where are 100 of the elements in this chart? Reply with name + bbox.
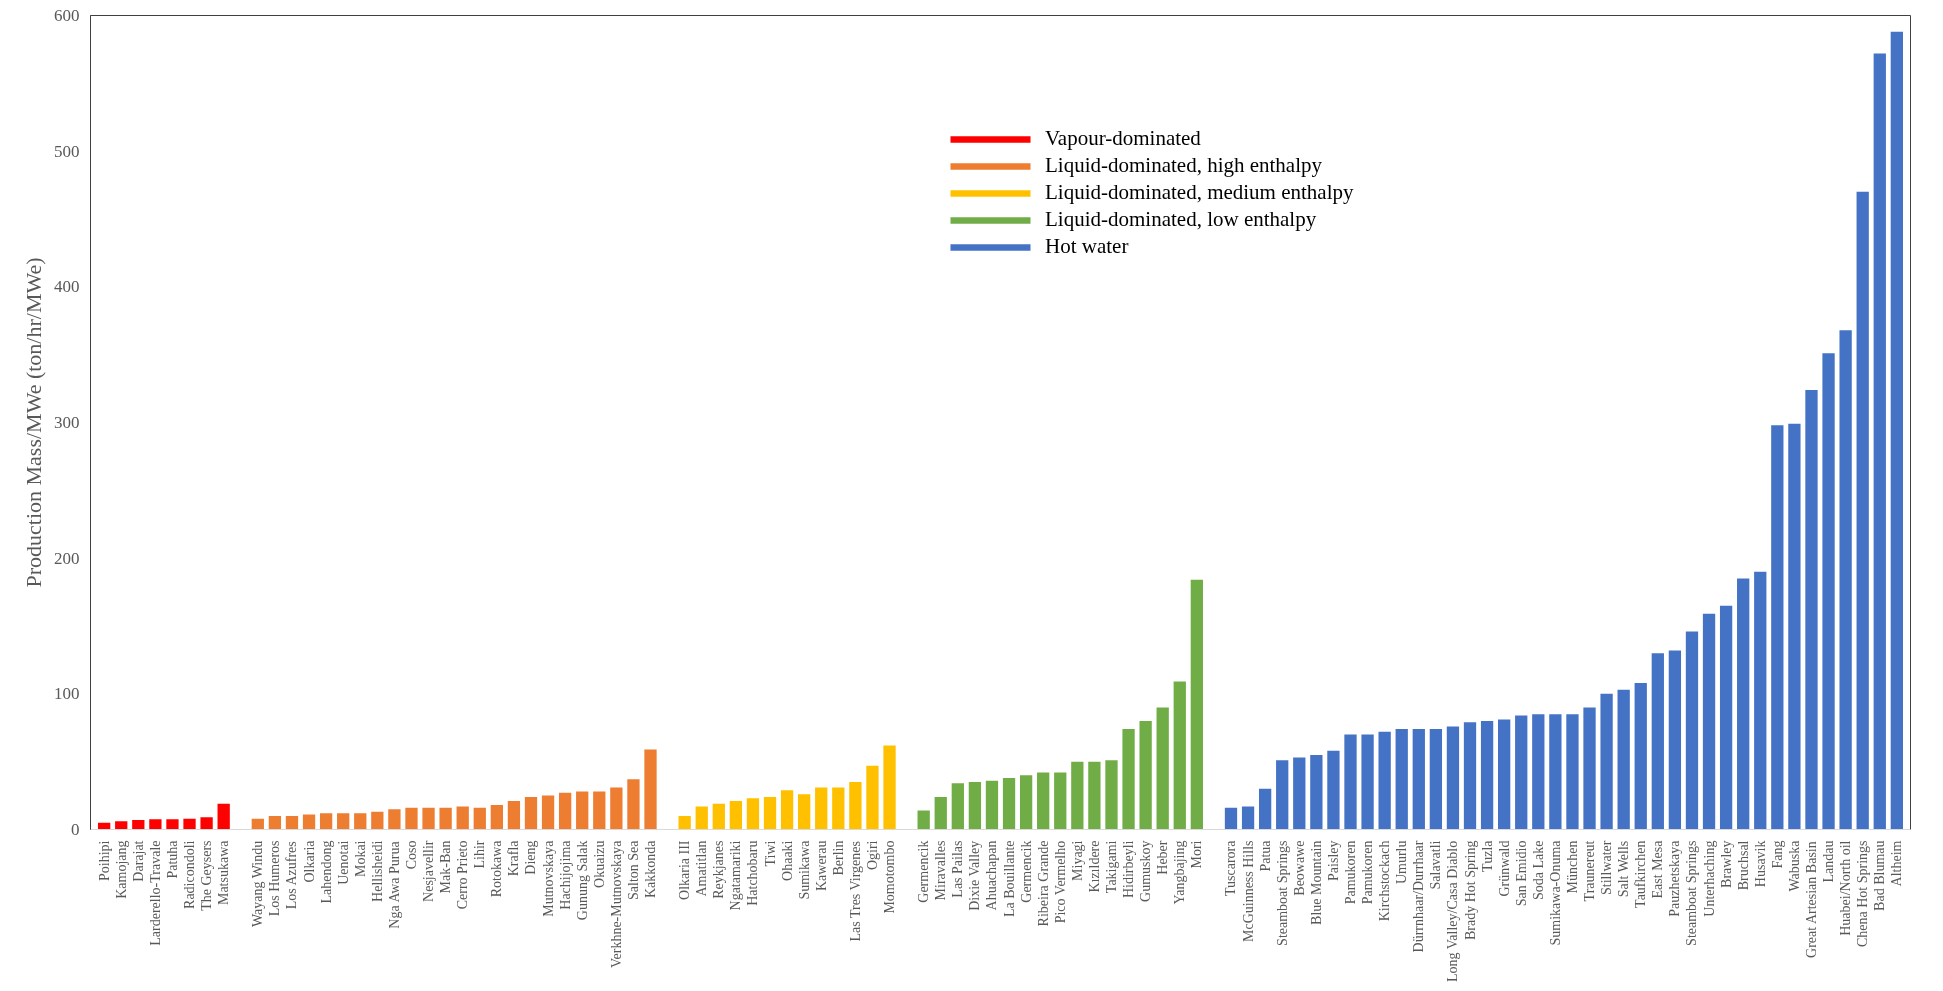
bar [183,818,196,830]
bar [849,782,862,830]
bar [405,807,418,830]
x-tick-label: Bruchsal [1735,840,1751,891]
x-tick-label: Grünwald [1496,840,1512,897]
x-tick-label: Larderello-Travale [147,840,163,946]
bar [1105,760,1118,830]
bar [1361,734,1374,830]
bar [268,815,282,830]
bar [627,779,640,830]
x-tick-label: Great Artesian Basin [1803,841,1819,958]
x-tick-label: München [1564,840,1580,894]
bar [149,819,162,830]
x-tick-label: Momotombo [882,840,898,914]
x-tick-label: Ahuachapan [984,840,1000,911]
x-tick-label: Traunereut [1582,840,1598,902]
bar [1498,719,1511,830]
x-tick-label: Poihipi [96,840,112,881]
y-tick-label: 300 [54,413,80,432]
x-tick-label: Beowawe [1291,840,1307,896]
x-tick-label: Miyagi [1069,840,1085,881]
bar [1873,53,1886,830]
y-tick-label: 0 [71,820,80,839]
bar [712,803,725,830]
x-tick-label: Coso [403,840,419,870]
bar [371,811,384,830]
bar [1139,720,1152,830]
y-tick-label: 100 [54,684,80,704]
y-tick-label: 600 [54,6,80,25]
legend-label: Liquid-dominated, low enthalpy [1045,207,1317,232]
x-tick-label: Kirchstockach [1377,840,1393,922]
bar [1463,722,1477,830]
bar [132,820,145,830]
bar [644,749,657,830]
x-tick-label: Mak-Ban [438,840,454,894]
bar [524,796,538,830]
legend-label: Hot water [1045,234,1129,259]
x-tick-label: Rotokawa [489,839,505,898]
bar [1600,693,1613,830]
x-tick-label: San Emidio [1513,840,1529,907]
x-tick-label: Salavatli [1428,840,1444,890]
bar [1002,777,1016,830]
x-tick-label: Verkhne-Mutnovskaya [608,839,624,969]
bar [951,783,964,830]
x-tick-label: Matsukawa [216,839,232,906]
x-tick-label: Fang [1769,840,1785,869]
bar [115,821,128,830]
x-tick-label: Los Humeros [267,840,283,917]
x-tick-label: Bad Blumau [1872,840,1888,911]
legend-label: Liquid-dominated, high enthalpy [1045,153,1323,178]
x-tick-label: Kamojang [113,840,129,899]
x-tick-label: Amatitlan [694,840,710,897]
bar [1395,729,1408,830]
y-axis-title: Production Mass/MWe (ton/hr/MWe) [21,257,46,588]
bar [1378,731,1391,830]
bar [439,807,452,830]
bar [1651,653,1664,830]
x-tick-label: Nga Awa Purua [386,840,402,929]
bar [200,817,213,830]
bar [1856,191,1869,830]
x-tick-label: Yangbajing [1172,840,1188,905]
x-tick-label: Wayang Windu [250,840,266,928]
bar [507,801,521,830]
bar [746,798,760,830]
legend-label: Liquid-dominated, medium enthalpy [1045,180,1354,205]
bar [1258,788,1272,830]
x-tick-label: Mori [1189,840,1205,869]
bar [883,745,896,830]
x-tick-label: Patuha [164,839,180,879]
x-tick-label: Las Tres Virgenes [847,841,863,942]
x-tick-label: Brawley [1718,840,1734,888]
x-tick-label: Hachijojima [557,839,573,910]
bar [1293,757,1306,830]
bar [1310,754,1323,830]
x-tick-label: Hatchobaru [745,840,761,906]
x-tick-label: East Mesa [1650,839,1666,899]
bar [166,819,179,830]
legend-label: Vapour-dominated [1045,126,1201,151]
bar [798,794,811,830]
x-tick-label: Landau [1821,840,1837,883]
x-tick-label: Berlin [830,840,846,876]
bar [1788,423,1801,830]
bar [354,813,367,830]
x-tick-label: Sumikawa-Onuma [1547,839,1563,946]
x-tick-label: Ohaaki [779,840,795,881]
bar [1702,613,1716,830]
x-tick-label: Reykjanes [711,840,727,899]
x-tick-label: Germencik [1018,840,1034,903]
bar [1241,806,1255,830]
bar [593,791,606,830]
x-tick-label: Soda Lake [1530,840,1546,900]
x-tick-label: Paisley [1325,840,1341,881]
y-tick-label: 500 [54,141,80,161]
x-tick-label: Brady Hot Spring [1462,840,1478,941]
x-tick-label: Darajat [130,840,146,882]
bar [1805,389,1818,830]
bar [1668,650,1682,830]
bar [576,791,589,830]
x-tick-label: Miravalles [933,840,949,901]
x-tick-label: Sumikawa [796,839,812,900]
